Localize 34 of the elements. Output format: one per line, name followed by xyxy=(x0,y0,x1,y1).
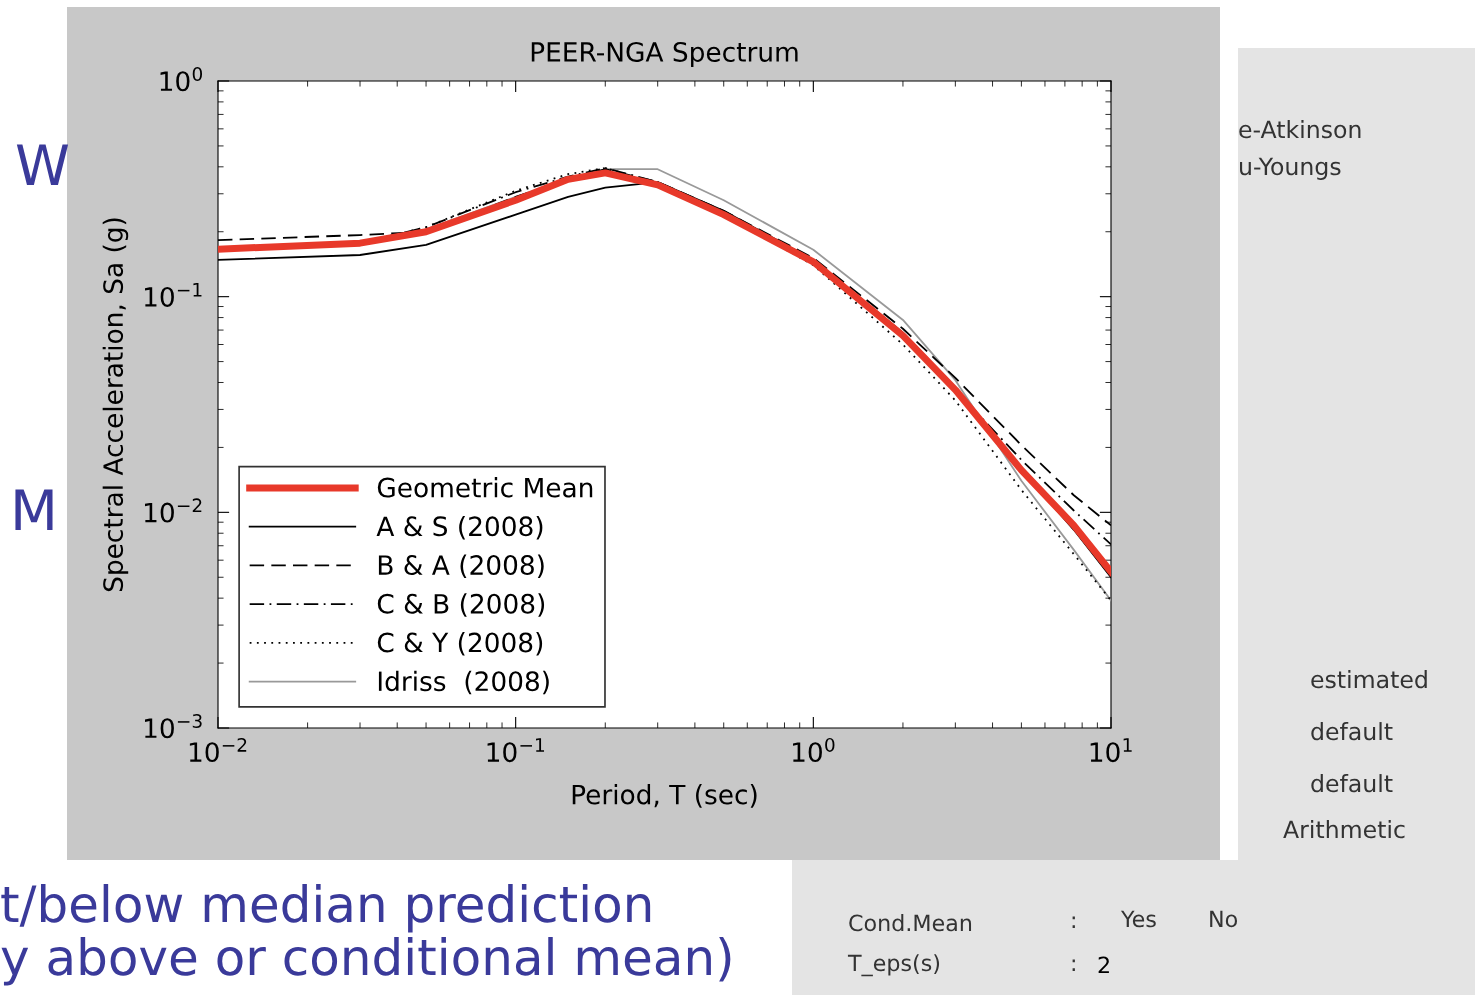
text: Cond.Mean xyxy=(849,914,972,932)
y-tick-label: 10$^{0}$ xyxy=(160,67,203,92)
text: 2 xyxy=(1098,956,1109,973)
x-axis-title: Period, T (sec) xyxy=(572,784,757,808)
x-tick-label: 10$^{−2}$ xyxy=(189,737,247,763)
text: t/below median prediction xyxy=(1,884,651,933)
y-tick-label: 10$^{−1}$ xyxy=(145,282,202,307)
legend-label: C & Y (2008) xyxy=(377,632,543,656)
text: M xyxy=(15,489,53,530)
text: Arithmetic xyxy=(1283,820,1405,839)
y-axis-title: Spectral Acceleration, Sa (g) xyxy=(102,218,129,592)
text: u-Youngs xyxy=(1240,157,1341,180)
x-tick-label: 10$^{1}$ xyxy=(1090,738,1132,763)
legend-label: Idriss (2008) xyxy=(378,670,549,695)
legend-label: A & S (2008) xyxy=(376,515,543,540)
y-tick-label: 10$^{−2}$ xyxy=(145,498,202,523)
text: estimated xyxy=(1311,670,1427,689)
x-tick-label: 10$^{0}$ xyxy=(793,737,835,763)
text: Yes xyxy=(1120,910,1156,928)
legend-label: B & A (2008) xyxy=(378,554,544,579)
text: y above or conditional mean) xyxy=(1,937,731,986)
text: W xyxy=(16,144,69,185)
legend-label: Geometric Mean xyxy=(377,477,593,498)
text: : xyxy=(1072,959,1075,971)
text: e-Atkinson xyxy=(1239,120,1361,139)
text: default xyxy=(1311,722,1393,741)
text: T_eps(s) xyxy=(847,954,940,977)
text: No xyxy=(1210,910,1238,928)
text: default xyxy=(1311,774,1393,793)
text: : xyxy=(1072,916,1075,928)
legend-label: C & B (2008) xyxy=(377,593,545,617)
chart-title: PEER-NGA Spectrum xyxy=(531,41,798,68)
y-tick-label: 10$^{−3}$ xyxy=(145,714,202,739)
x-tick-label: 10$^{−1}$ xyxy=(487,738,545,763)
